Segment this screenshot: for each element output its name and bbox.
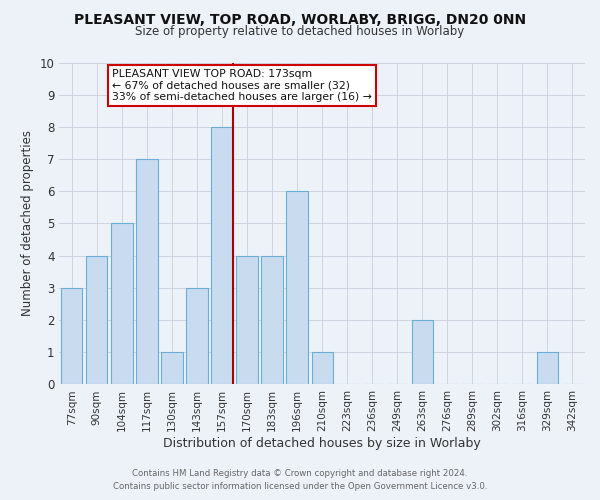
Bar (187, 288, 208, 384)
Text: Size of property relative to detached houses in Worlaby: Size of property relative to detached ho… (136, 25, 464, 38)
Text: PLEASANT VIEW TOP ROAD: 173sqm
← 67% of detached houses are smaller (32)
33% of : PLEASANT VIEW TOP ROAD: 173sqm ← 67% of … (112, 69, 372, 102)
X-axis label: Distribution of detached houses by size in Worlaby: Distribution of detached houses by size … (163, 437, 481, 450)
Bar (286, 192, 308, 384)
Bar (311, 352, 333, 384)
Bar (262, 256, 283, 384)
Bar (236, 256, 257, 384)
Bar (61, 288, 82, 384)
Bar (86, 256, 107, 384)
Bar (412, 320, 433, 384)
Text: Contains HM Land Registry data © Crown copyright and database right 2024.
Contai: Contains HM Land Registry data © Crown c… (113, 470, 487, 491)
Text: PLEASANT VIEW, TOP ROAD, WORLABY, BRIGG, DN20 0NN: PLEASANT VIEW, TOP ROAD, WORLABY, BRIGG,… (74, 12, 526, 26)
Bar (537, 352, 558, 384)
Y-axis label: Number of detached properties: Number of detached properties (21, 130, 34, 316)
Bar (161, 352, 182, 384)
Bar (211, 127, 233, 384)
Bar (111, 224, 133, 384)
Bar (136, 159, 158, 384)
